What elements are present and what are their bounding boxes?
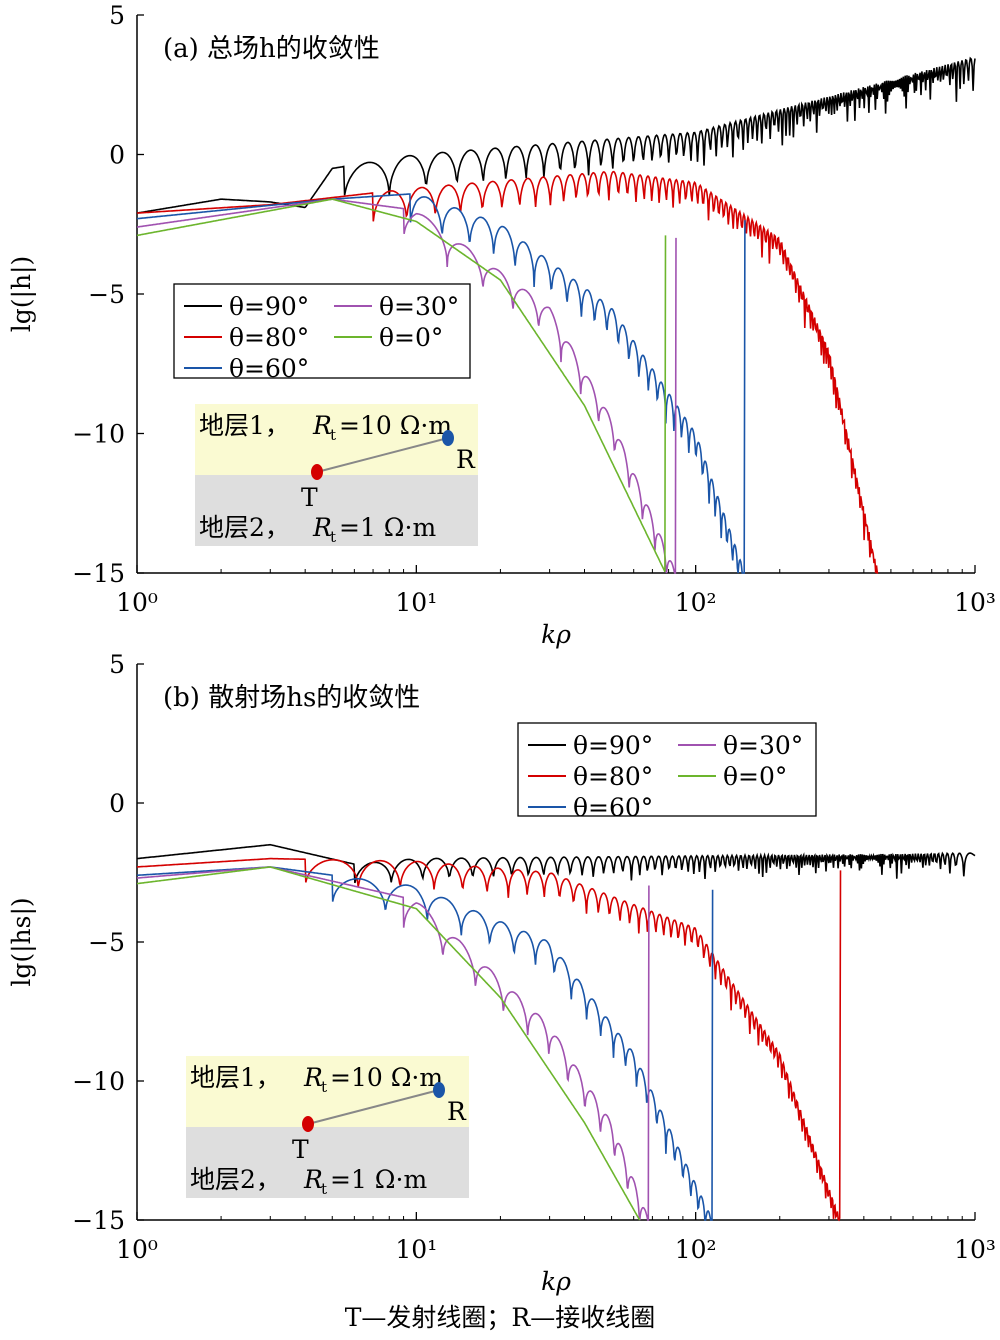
legend-label: θ=90° (573, 731, 653, 760)
x-axis-label: kρ (541, 620, 571, 649)
layer2-rt-subscript: t (321, 1180, 327, 1198)
legend-label: θ=60° (573, 793, 653, 822)
legend-label: θ=30° (723, 731, 803, 760)
transmitter-dot (311, 464, 323, 480)
layer1-label: 地层1， (199, 411, 290, 440)
legend-label: θ=30° (379, 292, 459, 321)
y-tick-label: 0 (109, 141, 125, 170)
layer2-label: 地层2， (190, 1165, 281, 1194)
transmitter-label: T (301, 483, 318, 512)
series-line-1 (136, 56, 976, 214)
x-tick-label: 10¹ (395, 588, 437, 617)
x-axis-label: kρ (541, 1267, 571, 1296)
x-tick-label: 10² (675, 1235, 717, 1264)
y-tick-label: −5 (88, 280, 125, 309)
layer2-band (186, 1127, 469, 1198)
series-line-4 (137, 198, 677, 574)
layer2-band (195, 475, 478, 546)
receiver-label: R (447, 1097, 467, 1126)
receiver-dot (442, 430, 454, 446)
layer1-rt-symbol: R (312, 411, 332, 440)
y-axis-label: lg(|hs|) (7, 897, 37, 986)
receiver-dot (433, 1082, 445, 1098)
legend-label: θ=60° (229, 354, 309, 383)
legend-box (173, 283, 471, 379)
figure-caption: T—发射线圈；R—接收线圈 (344, 1303, 656, 1332)
legend-label: θ=0° (379, 323, 443, 352)
legend-box (517, 722, 817, 817)
receiver-label: R (456, 445, 476, 474)
coil-link (307, 1089, 440, 1125)
y-tick-label: 5 (109, 650, 125, 679)
y-tick-label: 5 (109, 1, 125, 30)
series-line-3 (136, 193, 746, 574)
legend-label: θ=80° (573, 762, 653, 791)
layer1-rt-symbol: R (303, 1063, 323, 1092)
legend: θ=90° θ=30° θ=80° θ=0° θ=60° (517, 722, 817, 822)
chart-title: (b) 散射场hs的收敛性 (163, 683, 420, 713)
transmitter-label: T (292, 1135, 309, 1164)
layer2-rt-symbol: R (312, 513, 332, 542)
legend-label: θ=90° (229, 292, 309, 321)
y-axis-label: lg(|h|) (7, 256, 37, 332)
y-tick-label: −10 (72, 420, 125, 449)
legend: θ=90° θ=30° θ=80° θ=0° θ=60° (173, 283, 471, 383)
x-tick-label: 10⁰ (116, 588, 158, 617)
y-tick-label: 0 (109, 789, 125, 818)
y-tick-label: −5 (88, 928, 125, 957)
layer1-rt-value: =10 Ω·m (339, 411, 452, 440)
layer2-rt-value: =1 Ω·m (339, 513, 436, 542)
layer1-rt-subscript: t (330, 426, 336, 444)
legend-label: θ=0° (723, 762, 787, 791)
x-tick-label: 10¹ (395, 1235, 437, 1264)
layer1-band (186, 1056, 469, 1127)
layer1-band (195, 404, 478, 475)
layer2-label: 地层2， (199, 513, 290, 542)
y-tick-label: −15 (72, 1206, 125, 1235)
series-line-4 (136, 866, 650, 1221)
layer1-label: 地层1， (190, 1063, 281, 1092)
coil-link (316, 437, 449, 473)
x-tick-label: 10³ (954, 1235, 996, 1264)
y-tick-label: −15 (72, 559, 125, 588)
layer2-rt-symbol: R (303, 1165, 323, 1194)
series-line-5 (137, 866, 641, 1221)
layer1-rt-value: =10 Ω·m (330, 1063, 443, 1092)
layer2-rt-subscript: t (330, 528, 336, 546)
layer2-rt-value: =1 Ω·m (330, 1165, 427, 1194)
series-line-2 (136, 170, 879, 574)
y-tick-label: −10 (72, 1067, 125, 1096)
transmitter-dot (302, 1116, 314, 1132)
series-line-1 (136, 843, 976, 884)
series-line-5 (136, 198, 667, 573)
layer1-rt-subscript: t (321, 1078, 327, 1096)
x-tick-label: 10⁰ (116, 1235, 158, 1264)
x-tick-label: 10³ (954, 588, 996, 617)
chart-title: (a) 总场h的收敛性 (163, 34, 380, 64)
series-line-2 (137, 857, 842, 1222)
x-tick-label: 10² (675, 588, 717, 617)
legend-label: θ=80° (229, 323, 309, 352)
